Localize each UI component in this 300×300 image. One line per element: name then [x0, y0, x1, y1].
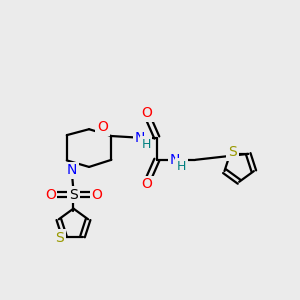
Text: O: O [141, 178, 152, 191]
Text: H: H [141, 138, 151, 151]
Text: N: N [134, 130, 145, 145]
Text: S: S [69, 188, 78, 202]
Text: H: H [176, 160, 186, 173]
Text: O: O [45, 188, 56, 202]
Text: S: S [56, 231, 64, 245]
Text: O: O [141, 106, 152, 120]
Text: N: N [169, 153, 180, 167]
Text: N: N [67, 163, 77, 177]
Text: O: O [91, 188, 102, 202]
Text: O: O [97, 120, 108, 134]
Text: S: S [228, 146, 237, 159]
